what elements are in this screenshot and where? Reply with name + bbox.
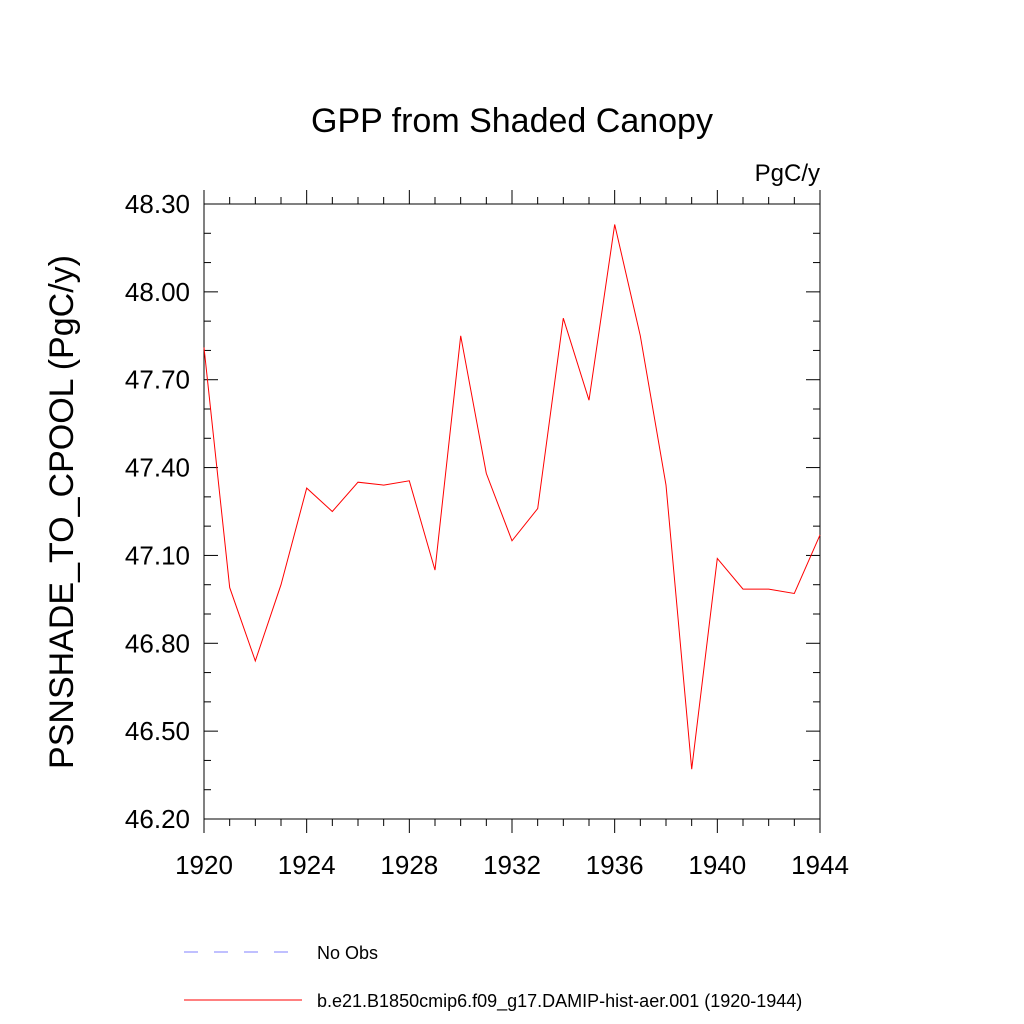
chart-title: GPP from Shaded Canopy (311, 102, 713, 140)
y-tick-label: 47.70 (125, 365, 190, 395)
y-tick-label: 46.80 (125, 628, 190, 658)
legend-label-1: b.e21.B1850cmip6.f09_g17.DAMIP-hist-aer.… (317, 991, 802, 1012)
x-tick-label: 1936 (586, 850, 644, 880)
x-tick-label: 1944 (791, 850, 849, 880)
plot-area: 46.20 46.50 46.80 47.10 47.40 47.70 48.00 48.30… (125, 189, 849, 880)
y-tick-label: 48.00 (125, 277, 190, 307)
y-tick-label: 46.50 (125, 716, 190, 746)
y-axis-label: PSNSHADE_TO_CPOOL (PgC/y) (43, 255, 81, 769)
y-tick-label: 48.30 (125, 189, 190, 219)
legend: No Obs b.e21.B1850cmip6.f09_g17.DAMIP-his… (184, 943, 802, 1012)
x-tick-label: 1940 (688, 850, 746, 880)
legend-label-0: No Obs (317, 943, 378, 963)
x-tick-label: 1920 (175, 850, 233, 880)
y-tick-label: 47.10 (125, 540, 190, 570)
x-tick-label: 1928 (380, 850, 438, 880)
y-tick-label: 46.20 (125, 804, 190, 834)
plot-frame (203, 203, 821, 820)
y-tick-label: 47.40 (125, 453, 190, 483)
x-tick-label: 1924 (278, 850, 336, 880)
units-label: PgC/y (755, 160, 820, 187)
series-line-0 (203, 224, 821, 770)
x-tick-label: 1932 (483, 850, 541, 880)
